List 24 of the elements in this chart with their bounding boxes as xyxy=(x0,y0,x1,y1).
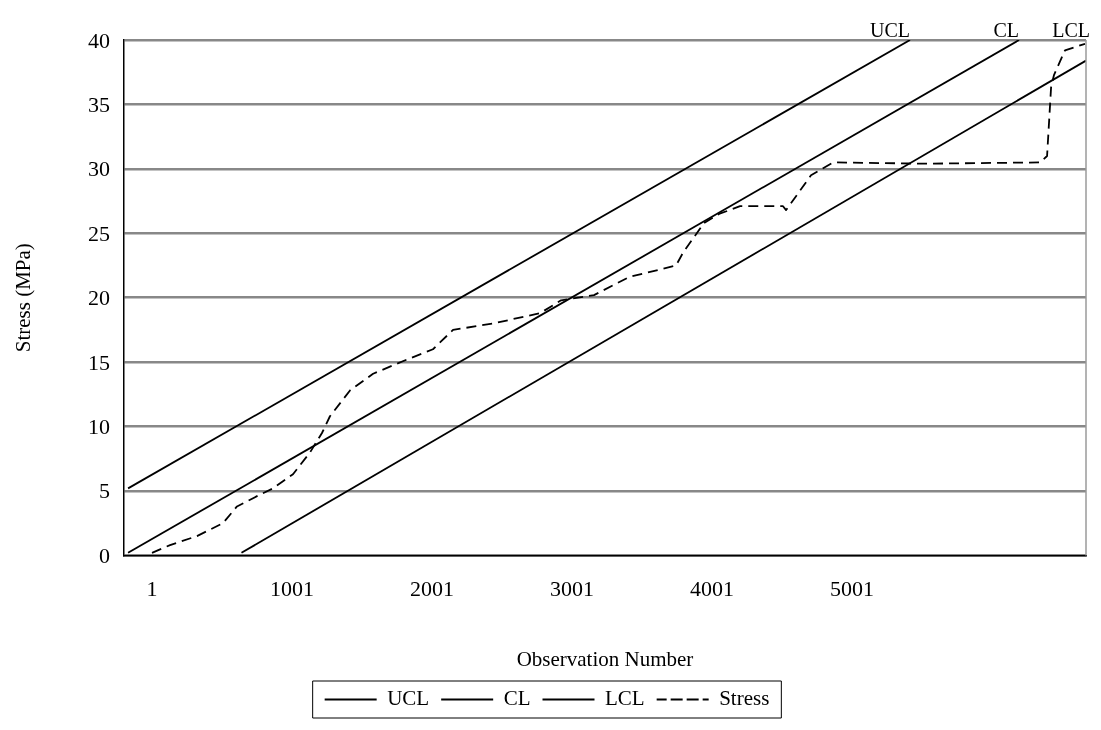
y-tick-label: 15 xyxy=(88,349,110,375)
annotation: CL xyxy=(993,19,1020,42)
y-tick-label: 20 xyxy=(88,285,110,311)
x-tick-label: 4001 xyxy=(690,576,735,602)
y-axis-title: Stress (MPa) xyxy=(11,243,36,353)
legend-label: Stress xyxy=(719,686,770,711)
y-tick-label: 0 xyxy=(99,542,110,568)
annotation: UCL xyxy=(870,19,911,42)
x-tick-label: 5001 xyxy=(830,576,875,602)
y-tick-label: 10 xyxy=(88,414,110,440)
legend-label: LCL xyxy=(605,686,645,711)
y-tick-label: 35 xyxy=(88,91,110,117)
legend-label: UCL xyxy=(387,686,430,711)
x-tick-label: 1 xyxy=(146,576,158,602)
x-tick-label: 3001 xyxy=(550,576,595,602)
x-tick-label: 1001 xyxy=(270,576,315,602)
x-tick-label: 2001 xyxy=(410,576,455,602)
y-tick-label: 30 xyxy=(88,156,110,182)
y-tick-label: 40 xyxy=(88,27,110,53)
y-tick-label: 25 xyxy=(88,220,110,246)
legend-label: CL xyxy=(503,686,531,711)
x-axis-title: Observation Number xyxy=(516,646,694,671)
annotation: LCL xyxy=(1052,19,1090,42)
y-tick-label: 5 xyxy=(99,478,110,504)
